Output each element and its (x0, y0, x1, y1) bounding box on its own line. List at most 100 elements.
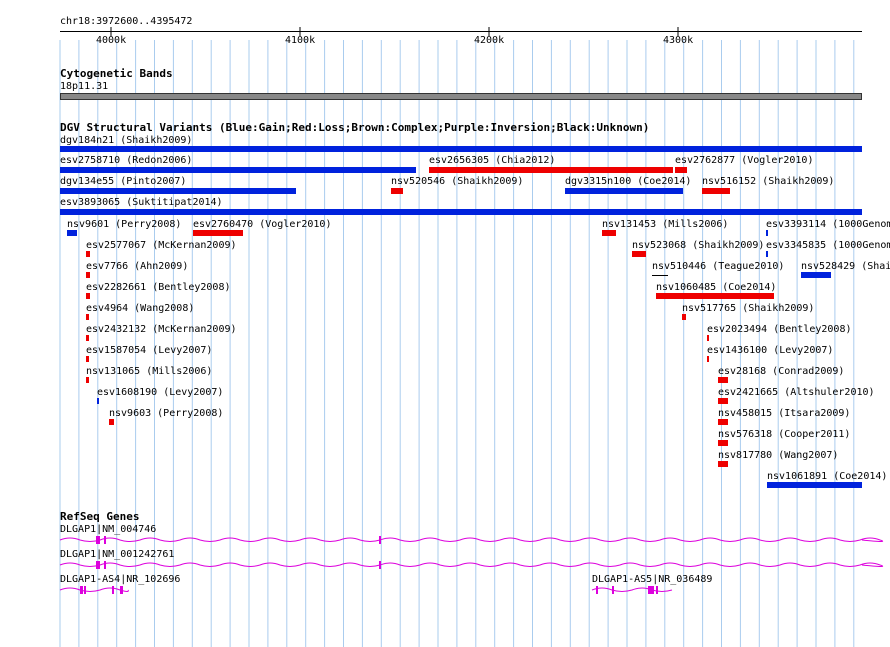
gene-exon (612, 586, 614, 594)
gene-label: DLGAP1|NM_004746 (60, 524, 157, 535)
cytoband-bar[interactable] (60, 93, 862, 100)
gene-exon (104, 561, 106, 569)
variant-feature[interactable] (718, 419, 728, 425)
variant-feature[interactable] (86, 356, 89, 362)
variant-feature[interactable] (60, 188, 296, 194)
variant-feature[interactable] (60, 146, 862, 152)
variant-feature[interactable] (766, 230, 768, 236)
variant-label: esv1608190 (Levy2007) (97, 387, 224, 398)
variant-label: esv3393114 (1000Genom (766, 219, 890, 230)
gene-exon (379, 536, 381, 544)
variant-feature[interactable] (429, 167, 673, 173)
variant-label: nsv9601 (Perry2008) (67, 219, 182, 230)
ruler-tick-label: 4100k (285, 35, 316, 46)
variant-label: nsv528429 (Shai (801, 261, 890, 272)
variant-feature[interactable] (391, 188, 403, 194)
variant-feature[interactable] (652, 275, 668, 276)
variant-label: nsv523068 (Shaikh2009) (632, 240, 765, 251)
variant-label: esv2758710 (Redon2006) (60, 155, 193, 166)
gene-exon (112, 586, 114, 594)
track-title-dgv[interactable]: DGV Structural Variants (Blue:Gain;Red:L… (60, 121, 650, 134)
variant-label: esv1436100 (Levy2007) (707, 345, 834, 356)
variant-feature[interactable] (801, 272, 831, 278)
variant-feature[interactable] (602, 230, 616, 236)
variant-feature[interactable] (86, 335, 89, 341)
variant-label: esv2421665 (Altshuler2010) (718, 387, 875, 398)
variant-feature[interactable] (718, 377, 728, 383)
variant-feature[interactable] (766, 251, 768, 257)
variant-label: esv2656305 (Chia2012) (429, 155, 556, 166)
variant-label: esv3893065 (Suktitipat2014) (60, 197, 223, 208)
gene-intron-line (59, 562, 884, 567)
variant-feature[interactable] (60, 209, 862, 215)
variant-feature[interactable] (86, 251, 90, 257)
variant-feature[interactable] (656, 293, 774, 299)
variant-feature[interactable] (86, 293, 90, 299)
ruler-range: chr18:3972600..4395472 (60, 16, 193, 27)
gene-intron-line (59, 537, 884, 542)
variant-feature[interactable] (565, 188, 683, 194)
variant-label: nsv458015 (Itsara2009) (718, 408, 851, 419)
variant-label: esv1587054 (Levy2007) (86, 345, 213, 356)
gene-intron-line (591, 587, 673, 592)
variant-label: nsv576318 (Cooper2011) (718, 429, 851, 440)
variant-label: esv2760470 (Vogler2010) (193, 219, 332, 230)
variant-feature[interactable] (109, 419, 114, 425)
gene-exon (379, 561, 381, 569)
gene-label: DLGAP1|NM_001242761 (60, 549, 175, 560)
variant-label: nsv510446 (Teague2010) (652, 261, 785, 272)
variant-feature[interactable] (718, 461, 728, 467)
gene-exon (120, 586, 123, 594)
variant-feature[interactable] (60, 167, 416, 173)
ruler-tick-label: 4200k (474, 35, 505, 46)
gene-intron-line (59, 587, 129, 592)
variant-label: esv2762877 (Vogler2010) (675, 155, 814, 166)
track-title-refseq[interactable]: RefSeq Genes (60, 510, 140, 523)
variant-label: nsv9603 (Perry2008) (109, 408, 224, 419)
variant-feature[interactable] (97, 398, 99, 404)
gene-label: DLGAP1-AS5|NR_036489 (592, 574, 713, 585)
gene-exon (656, 586, 658, 594)
variant-feature[interactable] (767, 482, 862, 488)
variant-feature[interactable] (675, 167, 687, 173)
variant-label: nsv520546 (Shaikh2009) (391, 176, 524, 187)
ruler-tick-label: 4300k (663, 35, 694, 46)
gene-exon (96, 536, 100, 544)
variant-label: nsv1061891 (Coe2014) (767, 471, 888, 482)
variant-feature[interactable] (707, 356, 709, 362)
variant-label: nsv131453 (Mills2006) (602, 219, 729, 230)
variant-label: esv28168 (Conrad2009) (718, 366, 845, 377)
gene-exon (648, 586, 654, 594)
gene-exon (80, 586, 83, 594)
variant-feature[interactable] (718, 398, 728, 404)
variant-label: nsv517765 (Shaikh2009) (682, 303, 815, 314)
gene-label: DLGAP1-AS4|NR_102696 (60, 574, 181, 585)
variant-label: esv3345835 (1000Genom (766, 240, 890, 251)
variant-label: nsv817780 (Wang2007) (718, 450, 839, 461)
variant-label: esv7766 (Ahn2009) (86, 261, 189, 272)
track-title-cytobands[interactable]: Cytogenetic Bands (60, 67, 173, 80)
ruler-tick-label: 4000k (96, 35, 127, 46)
variant-feature[interactable] (86, 377, 89, 383)
variant-feature[interactable] (702, 188, 730, 194)
variant-label: nsv1060485 (Coe2014) (656, 282, 777, 293)
variant-label: dgv134e55 (Pinto2007) (60, 176, 187, 187)
variant-feature[interactable] (193, 230, 243, 236)
variant-label: esv4964 (Wang2008) (86, 303, 195, 314)
variant-label: dgv184n21 (Shaikh2009) (60, 135, 193, 146)
variant-feature[interactable] (86, 314, 89, 320)
variant-feature[interactable] (632, 251, 646, 257)
variant-feature[interactable] (718, 440, 728, 446)
gene-exon (596, 586, 598, 594)
variant-feature[interactable] (86, 272, 90, 278)
variant-label: dgv3315n100 (Coe2014) (565, 176, 692, 187)
variant-feature[interactable] (682, 314, 686, 320)
variant-label: esv2577067 (McKernan2009) (86, 240, 237, 251)
variant-label: esv2023494 (Bentley2008) (707, 324, 852, 335)
variant-label: nsv516152 (Shaikh2009) (702, 176, 835, 187)
variant-feature[interactable] (67, 230, 77, 236)
variant-feature[interactable] (707, 335, 709, 341)
